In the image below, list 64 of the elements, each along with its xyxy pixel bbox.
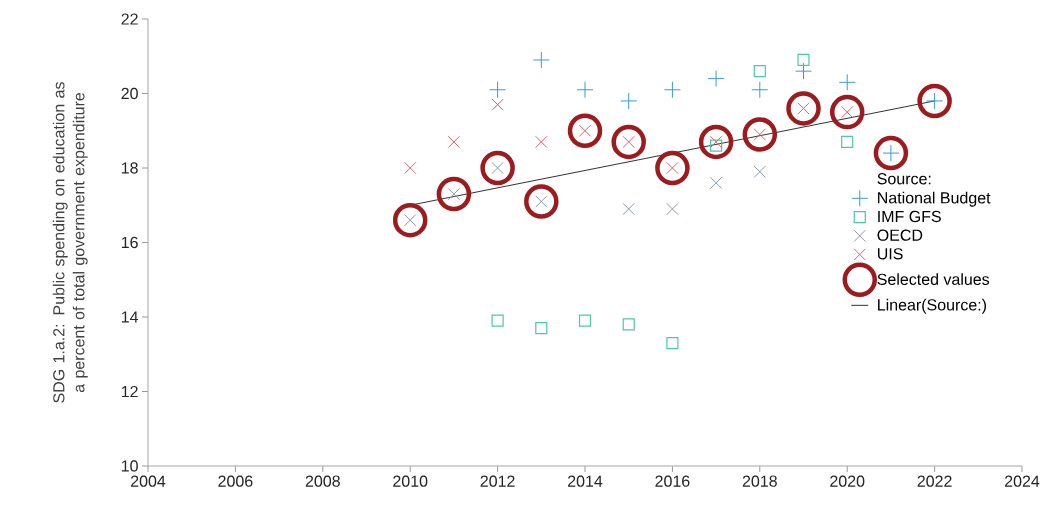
- point: [751, 81, 769, 99]
- point: [404, 161, 417, 175]
- x-tick-label: 2022: [917, 475, 952, 487]
- point: [532, 51, 550, 69]
- legend-label: Linear(Source:): [878, 298, 987, 314]
- point: [709, 176, 723, 190]
- point: [578, 314, 592, 327]
- x-tick-label: 2024: [1005, 475, 1040, 487]
- point: [742, 117, 778, 152]
- point: [491, 314, 504, 327]
- point: [666, 336, 679, 350]
- point: [655, 150, 690, 186]
- point: [480, 150, 515, 186]
- point: [841, 135, 854, 149]
- point: [622, 202, 635, 216]
- legend-title: Source:: [877, 173, 931, 185]
- point: [611, 124, 646, 160]
- point: [786, 91, 821, 126]
- x-tick-label: 2006: [218, 475, 253, 487]
- legend-label: UIS: [877, 248, 903, 260]
- point: [535, 322, 548, 335]
- y-tick-label: 14: [121, 311, 139, 323]
- point: [753, 65, 766, 78]
- point: [797, 53, 810, 67]
- point: [489, 81, 507, 99]
- y-tick-label: 22: [121, 13, 138, 25]
- x-tick-label: 2008: [305, 475, 340, 487]
- point: [795, 62, 813, 80]
- y-tick-label: 16: [121, 236, 138, 249]
- point: [622, 318, 635, 331]
- y-tick-label: 12: [121, 385, 138, 398]
- x-tick-label: 2010: [393, 475, 428, 487]
- point: [707, 70, 725, 88]
- x-tick-label: 2004: [131, 475, 166, 487]
- point: [838, 73, 856, 91]
- y-tick-label: 10: [121, 460, 138, 472]
- x-tick-label: 2016: [655, 475, 690, 487]
- point: [873, 135, 909, 171]
- point: [698, 124, 734, 160]
- x-tick-label: 2012: [480, 475, 515, 487]
- x-tick-label: 2018: [742, 475, 777, 487]
- point: [567, 113, 603, 148]
- point: [917, 83, 952, 119]
- point: [663, 81, 681, 99]
- legend-label: National Budget: [878, 191, 991, 207]
- legend-label: Selected values: [877, 273, 990, 286]
- point: [576, 81, 594, 99]
- y-axis-title: SDG 1.a.2: Public spending on education as a percent of total government expenditure: [52, 82, 88, 403]
- point: [666, 202, 679, 216]
- x-tick-label: 2020: [830, 475, 865, 487]
- point: [620, 92, 638, 110]
- point: [829, 94, 865, 130]
- point: [436, 176, 472, 212]
- legend-label: OECD: [877, 229, 923, 241]
- point: [535, 135, 548, 149]
- point: [753, 165, 766, 178]
- point: [447, 135, 461, 149]
- point: [491, 98, 504, 111]
- point: [524, 184, 559, 219]
- x-tick-label: 2014: [568, 475, 603, 487]
- point: [392, 202, 428, 238]
- y-tick-label: 18: [121, 162, 138, 174]
- legend-label: IMF GFS: [878, 210, 941, 223]
- y-tick-label: 20: [121, 87, 138, 100]
